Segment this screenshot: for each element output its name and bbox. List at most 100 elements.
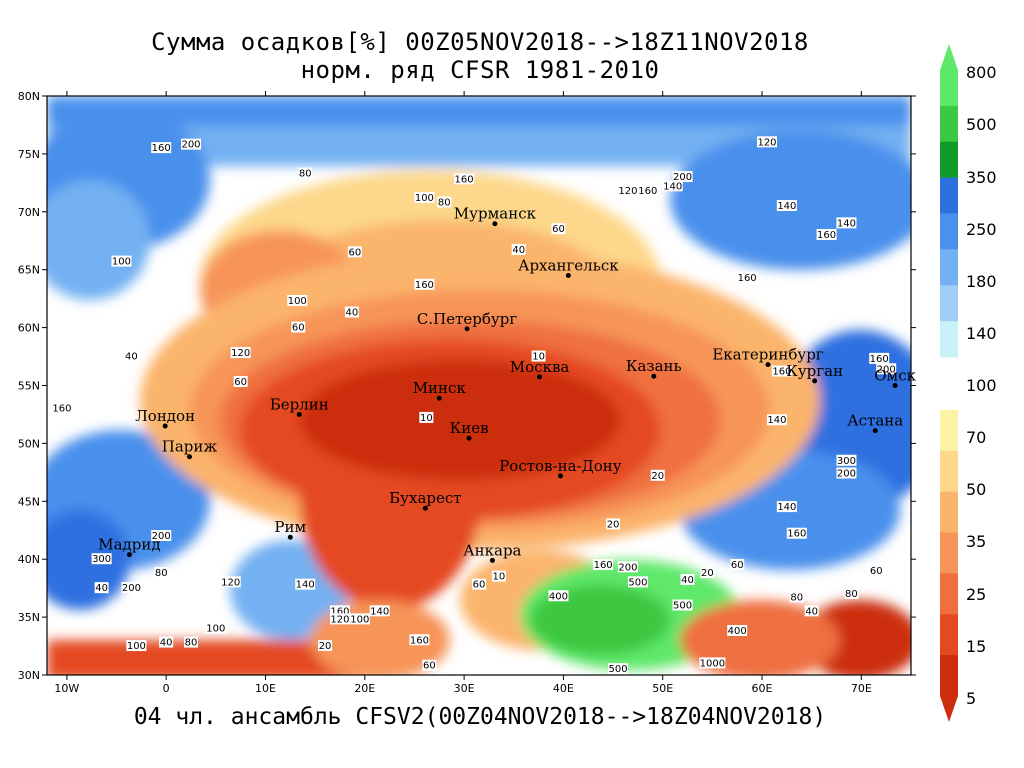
city-name: Курган <box>786 362 843 380</box>
colorbar-label: 5 <box>966 689 976 708</box>
contour-label-text: 160 <box>594 560 613 571</box>
contour-label-bg <box>511 244 526 256</box>
contour-label-text: 120 <box>231 348 250 359</box>
contour-label: 160 <box>771 365 792 378</box>
contour-label: 100 <box>349 613 370 625</box>
contour-label-bg <box>606 518 621 530</box>
contour-label-bg <box>662 180 683 192</box>
contour-label-bg <box>159 636 174 648</box>
contour-label: 100 <box>205 622 226 635</box>
contour-label-text: 300 <box>837 456 856 467</box>
contour-label-bg <box>233 376 248 388</box>
contour-label-text: 400 <box>549 591 568 602</box>
colorbar-swatch <box>940 655 958 697</box>
contour-label: 100 <box>111 255 132 268</box>
city-name: Анкара <box>463 541 521 559</box>
lat-label: 60N <box>18 322 40 335</box>
contour-label: 300 <box>836 454 857 467</box>
city-name: Париж <box>162 438 218 456</box>
contour-label-text: 60 <box>552 224 565 235</box>
contour-label-text: 500 <box>673 601 692 612</box>
city-name: Казань <box>626 357 682 375</box>
contour-label-bg <box>291 321 306 333</box>
contour-label-bg <box>414 191 435 203</box>
city-dot <box>126 552 132 558</box>
contour-label: 160 <box>454 173 475 185</box>
contour-label-text: 160 <box>638 186 657 197</box>
contour-label-text: 160 <box>817 230 836 241</box>
contour-label: 60 <box>472 578 486 591</box>
colorbar-swatch <box>940 141 958 179</box>
contour-label-text: 200 <box>122 583 141 594</box>
contour-label-text: 60 <box>731 560 744 571</box>
colorbar-label: 140 <box>966 324 997 343</box>
contour-label-text: 40 <box>95 583 108 594</box>
contour-label: 40 <box>94 582 109 594</box>
city-dot <box>765 362 771 368</box>
colorbar-label: 15 <box>966 637 986 656</box>
contour-label-text: 160 <box>870 354 889 365</box>
contour-label: 80 <box>184 636 198 649</box>
contour-label: 160 <box>409 634 430 646</box>
contour-label-text: 60 <box>473 580 486 591</box>
contour-label-text: 120 <box>330 614 349 625</box>
contour-label: 120 <box>230 347 251 359</box>
city-marker: Лондон <box>135 407 195 429</box>
contour-label-text: 1000 <box>700 658 725 669</box>
contour-label: 500 <box>608 663 629 675</box>
contour-label-bg <box>111 255 132 267</box>
contour-label-bg <box>836 467 857 479</box>
city-dot <box>557 473 563 479</box>
contour-label-bg <box>298 167 313 179</box>
contour-label-text: 10 <box>532 352 545 363</box>
contour-label: 10 <box>419 411 434 424</box>
colorbar-label: 500 <box>966 115 997 134</box>
contour-label: 400 <box>727 624 748 637</box>
contour-label-bg <box>593 558 614 570</box>
contour-label-bg <box>151 142 172 154</box>
city-marker: Киев <box>450 419 489 441</box>
contour-label: 200 <box>876 363 897 375</box>
colorbar-label: 250 <box>966 220 997 239</box>
map-title-line-2: норм. ряд CFSR 1981-2010 <box>300 56 660 84</box>
contour-label-text: 120 <box>757 137 776 148</box>
contour-label-bg <box>786 527 807 539</box>
contour-label-text: 80 <box>155 568 168 579</box>
contour-label-bg <box>816 228 837 240</box>
contour-label: 40 <box>804 605 819 617</box>
contour-label: 40 <box>159 636 174 649</box>
contour-label-text: 40 <box>512 245 525 256</box>
city-dot <box>422 505 428 511</box>
contour-label: 60 <box>551 223 566 235</box>
contour-label-text: 140 <box>370 606 389 617</box>
city-name: Астана <box>847 412 903 430</box>
colorbar-swatch <box>940 321 958 358</box>
contour-label-bg <box>94 582 109 594</box>
contour-label-bg <box>617 561 638 573</box>
lon-label: 40E <box>553 682 574 695</box>
contour-label-text: 40 <box>805 606 818 617</box>
city-marker: Ростов-на-Дону <box>499 457 622 479</box>
contour-label-bg <box>154 567 169 579</box>
city-dot <box>466 435 472 441</box>
contour-label-text: 500 <box>628 577 647 588</box>
contour-label-bg <box>730 558 745 570</box>
city-name: Киев <box>450 419 489 437</box>
contour-label-bg <box>151 530 172 542</box>
contour-label: 500 <box>672 599 693 612</box>
colorbar-swatch <box>940 177 958 214</box>
contour-label-bg <box>437 196 452 208</box>
contour-label: 200 <box>181 138 201 151</box>
contour-label-bg <box>627 576 648 588</box>
lat-label: 70N <box>18 206 40 219</box>
contour-label-bg <box>637 184 658 196</box>
precipitation-field <box>47 96 911 675</box>
colorbar-swatch <box>940 285 958 322</box>
city-marker: Бухарест <box>389 489 462 511</box>
city-marker: Казань <box>626 357 682 379</box>
contour-label-bg <box>771 365 792 377</box>
contour-label-bg <box>844 587 859 599</box>
contour-label: 140 <box>766 414 787 426</box>
contour-label: 120 <box>220 576 241 588</box>
lat-label: 50N <box>18 437 40 450</box>
